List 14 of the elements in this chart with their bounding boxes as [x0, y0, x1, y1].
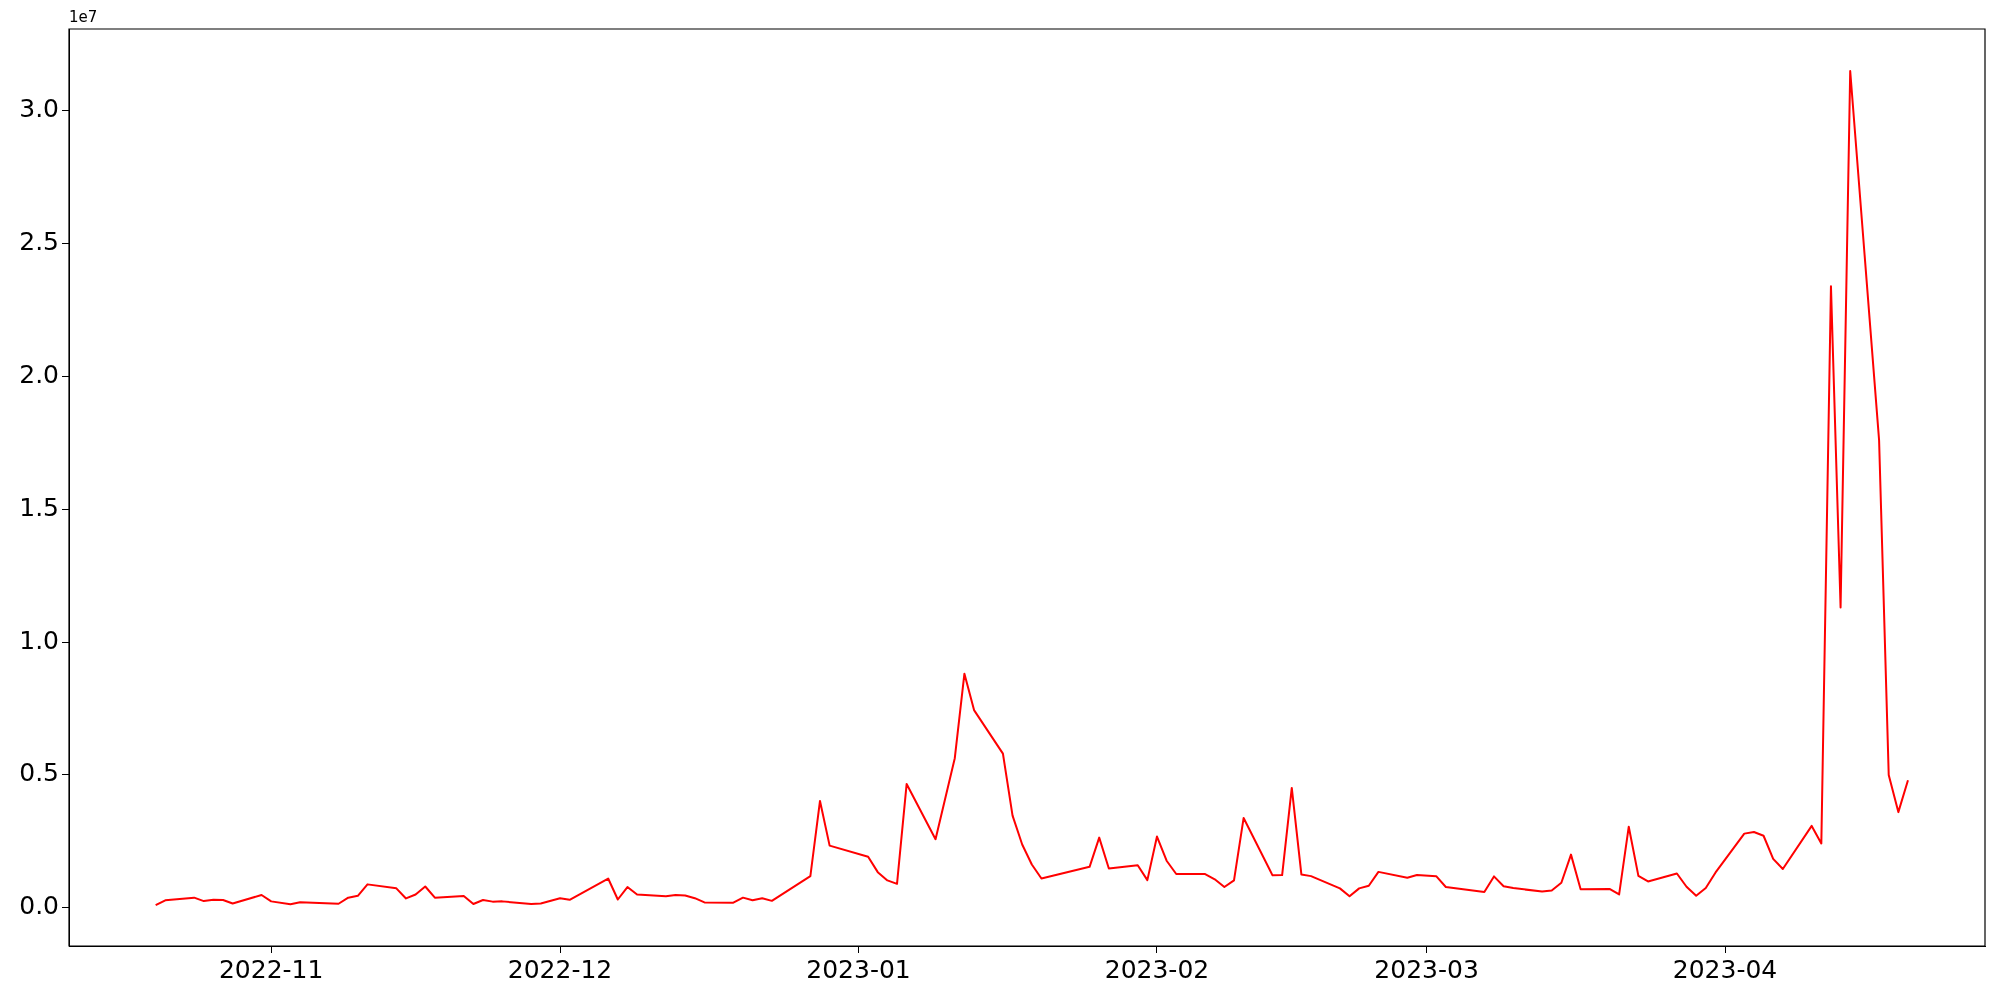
text: 1e7	[69, 8, 98, 27]
y-tick-label: 2.0	[19, 359, 59, 389]
x-tick-label: 2023-01	[806, 954, 911, 984]
y-tick-label: 1.5	[19, 492, 59, 522]
x-tick-label: 2022-12	[507, 954, 613, 984]
y-tick-label: 2.5	[19, 227, 59, 257]
y-tick-label: 1.0	[19, 625, 59, 655]
y-tick-label: 3.0	[19, 94, 59, 124]
x-tick-label: 2023-02	[1104, 954, 1210, 984]
y-tick-label: 0.0	[19, 891, 59, 921]
x-tick-label: 2022-11	[218, 954, 324, 984]
x-tick-label: 2023-04	[1672, 954, 1778, 984]
x-tick-label: 2023-03	[1374, 954, 1479, 984]
y-tick-label: 0.5	[19, 758, 59, 788]
